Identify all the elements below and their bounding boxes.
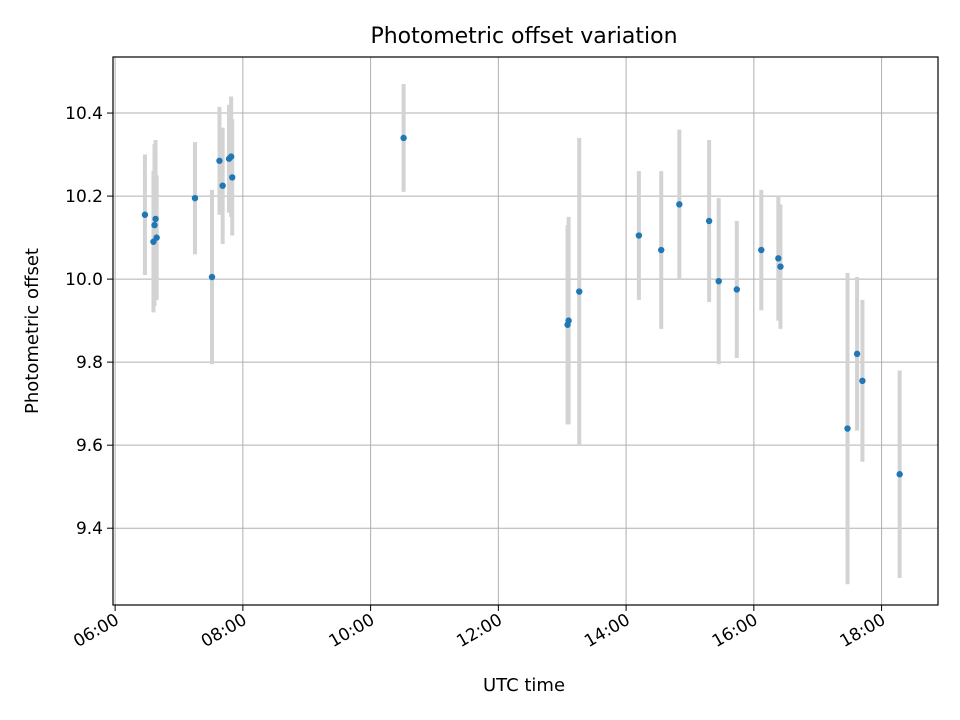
data-point [576,288,583,295]
x-tick-label: 18:00 [837,610,889,652]
data-point [152,215,159,223]
data-point [151,221,158,229]
plot-frame [112,56,939,606]
y-tick-label: 9.4 [76,519,103,539]
data-points [141,134,903,478]
grid [113,57,938,605]
data-point [758,246,765,254]
data-point [733,286,741,293]
x-axis-ticks: 06:00 08:00 10:00 12:00 14:00 16:00 18:00 [70,605,889,652]
data-point [216,157,223,164]
data-point [565,317,572,324]
y-tick-label: 9.8 [76,353,103,373]
data-point [777,263,784,270]
data-point [229,174,236,181]
data-point [191,194,199,202]
y-tick-label: 10.0 [65,270,103,290]
data-point [153,234,160,241]
data-point [844,425,851,432]
y-axis-label: Photometric offset [22,248,43,414]
x-tick-label: 14:00 [581,610,633,652]
data-point [219,182,226,189]
x-tick-label: 10:00 [326,610,378,652]
y-tick-label: 9.6 [76,436,103,456]
x-axis-label: UTC time [483,675,565,696]
data-point [853,350,861,358]
data-point [658,246,665,254]
data-point [227,153,235,160]
y-tick-label: 10.4 [65,104,103,124]
y-tick-label: 10.2 [65,187,103,207]
data-point [676,201,683,208]
data-point [141,211,149,218]
data-point [859,377,866,385]
data-point [775,255,782,262]
x-tick-label: 12:00 [453,610,505,652]
chart-title: Photometric offset variation [370,24,677,49]
data-point [715,277,722,285]
data-point [705,217,713,225]
errorbars [142,83,902,585]
x-tick-label: 06:00 [70,610,122,652]
data-point [208,273,216,281]
x-tick-label: 08:00 [198,610,250,652]
y-axis-ticks: 9.4 9.6 9.8 10.0 10.2 10.4 [65,104,113,539]
data-point [400,134,407,142]
x-tick-label: 16:00 [709,610,761,652]
data-point [896,471,903,478]
data-point [635,232,643,239]
